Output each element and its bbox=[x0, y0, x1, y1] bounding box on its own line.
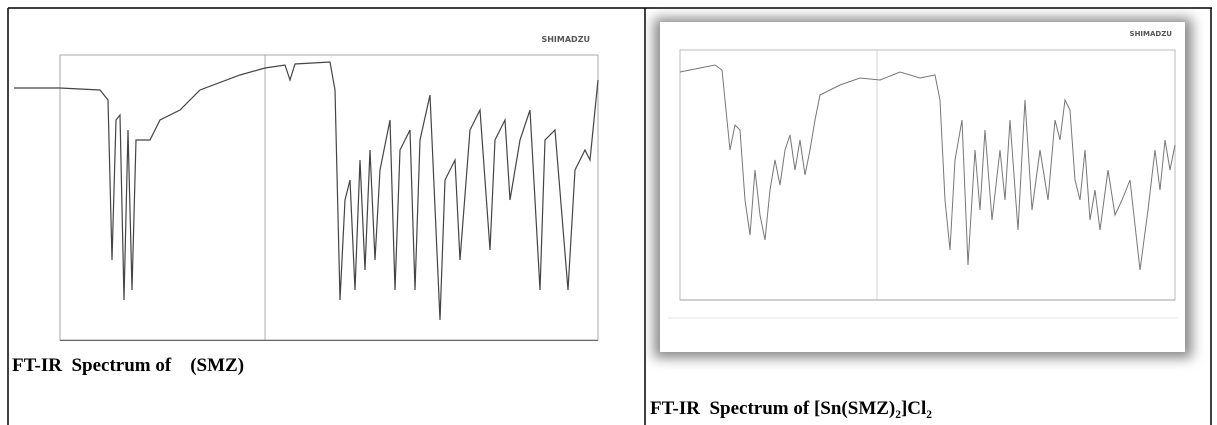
x-axis bbox=[60, 340, 598, 341]
logo: SHIMADZU bbox=[541, 35, 590, 44]
caption-left: FT-IR Spectrum of (SMZ) bbox=[12, 355, 245, 376]
spectrum-trace bbox=[14, 61, 599, 321]
plot-frame bbox=[59, 54, 599, 341]
spectrum-trace bbox=[679, 64, 1176, 271]
spectrum-image-right: SHIMADZU bbox=[654, 18, 1192, 358]
image-body bbox=[660, 22, 1185, 352]
axis-ticks bbox=[60, 340, 598, 341]
caption-right: FT-IR Spectrum of [Sn(SMZ)₂]Cl₂ bbox=[650, 398, 932, 419]
logo: SHIMADZU bbox=[1130, 30, 1173, 38]
spectrum-image-left: SHIMADZU bbox=[14, 35, 599, 341]
